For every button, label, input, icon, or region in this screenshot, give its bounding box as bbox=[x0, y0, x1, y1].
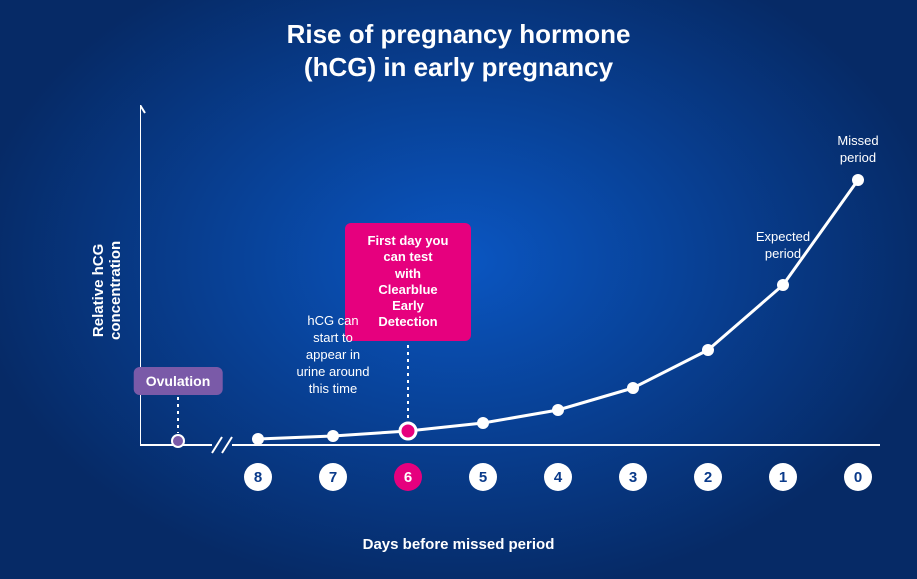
x-tick-5: 5 bbox=[469, 463, 497, 491]
plot-area: 876543210 OvulationFirst day you can tes… bbox=[140, 105, 880, 485]
x-axis-label: Days before missed period bbox=[0, 536, 917, 553]
y-axis-label: Relative hCGconcentration bbox=[90, 241, 124, 340]
x-tick-6: 6 bbox=[394, 463, 422, 491]
x-tick-1: 1 bbox=[769, 463, 797, 491]
annotation-missed_period: Missed period bbox=[818, 133, 898, 167]
chart-title: Rise of pregnancy hormone(hCG) in early … bbox=[0, 18, 917, 83]
x-tick-0: 0 bbox=[844, 463, 872, 491]
x-tick-4: 4 bbox=[544, 463, 572, 491]
x-tick-7: 7 bbox=[319, 463, 347, 491]
x-tick-3: 3 bbox=[619, 463, 647, 491]
annotation-hcg_start: hCG can start to appear in urine around … bbox=[278, 313, 388, 397]
chart-canvas: Rise of pregnancy hormone(hCG) in early … bbox=[0, 0, 917, 579]
annotation-expected_period: Expected period bbox=[738, 229, 828, 263]
x-tick-8: 8 bbox=[244, 463, 272, 491]
plot-svg bbox=[140, 105, 880, 485]
x-tick-2: 2 bbox=[694, 463, 722, 491]
ovulation-badge: Ovulation bbox=[134, 367, 223, 395]
